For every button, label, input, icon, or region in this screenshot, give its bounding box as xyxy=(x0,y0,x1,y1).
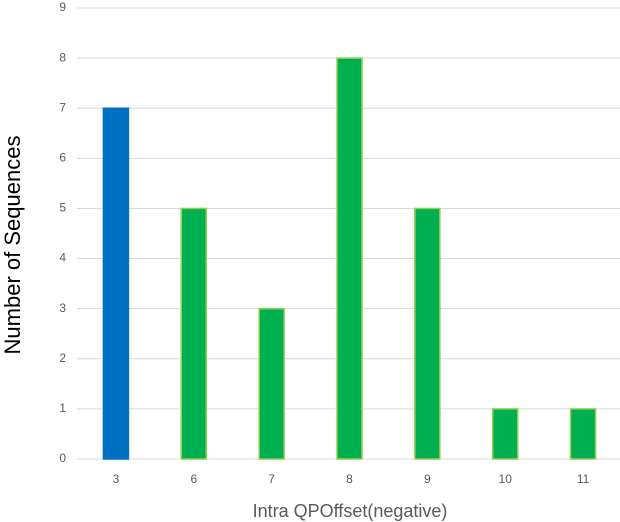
bar xyxy=(102,107,130,460)
x-tick-label: 10 xyxy=(499,472,513,486)
x-tick-label: 8 xyxy=(346,472,353,486)
bar xyxy=(336,57,363,460)
y-tick-label: 7 xyxy=(59,100,66,114)
x-tick-label: 6 xyxy=(190,472,197,486)
bar xyxy=(491,408,519,460)
y-tick-label: 8 xyxy=(59,50,66,64)
y-tick-label: 6 xyxy=(59,151,66,165)
bar xyxy=(180,207,208,460)
x-tick-label: 11 xyxy=(577,472,590,486)
y-tick-label: 0 xyxy=(59,451,66,465)
y-tick-label: 9 xyxy=(59,0,66,14)
y-axis-label: Number of Sequences xyxy=(0,136,25,355)
y-tick-label: 2 xyxy=(59,351,66,365)
bar xyxy=(569,408,597,460)
x-axis-label: Intra QPOffset(negative) xyxy=(253,501,448,521)
y-tick-label: 4 xyxy=(59,251,66,265)
y-tick-label: 1 xyxy=(59,401,66,415)
x-tick-label: 9 xyxy=(424,472,431,486)
x-tick-label: 7 xyxy=(268,472,275,486)
y-tick-label: 3 xyxy=(59,301,66,315)
bar xyxy=(258,307,285,460)
y-tick-label: 5 xyxy=(59,201,66,215)
bar xyxy=(414,207,441,460)
x-tick-label: 3 xyxy=(113,472,120,486)
